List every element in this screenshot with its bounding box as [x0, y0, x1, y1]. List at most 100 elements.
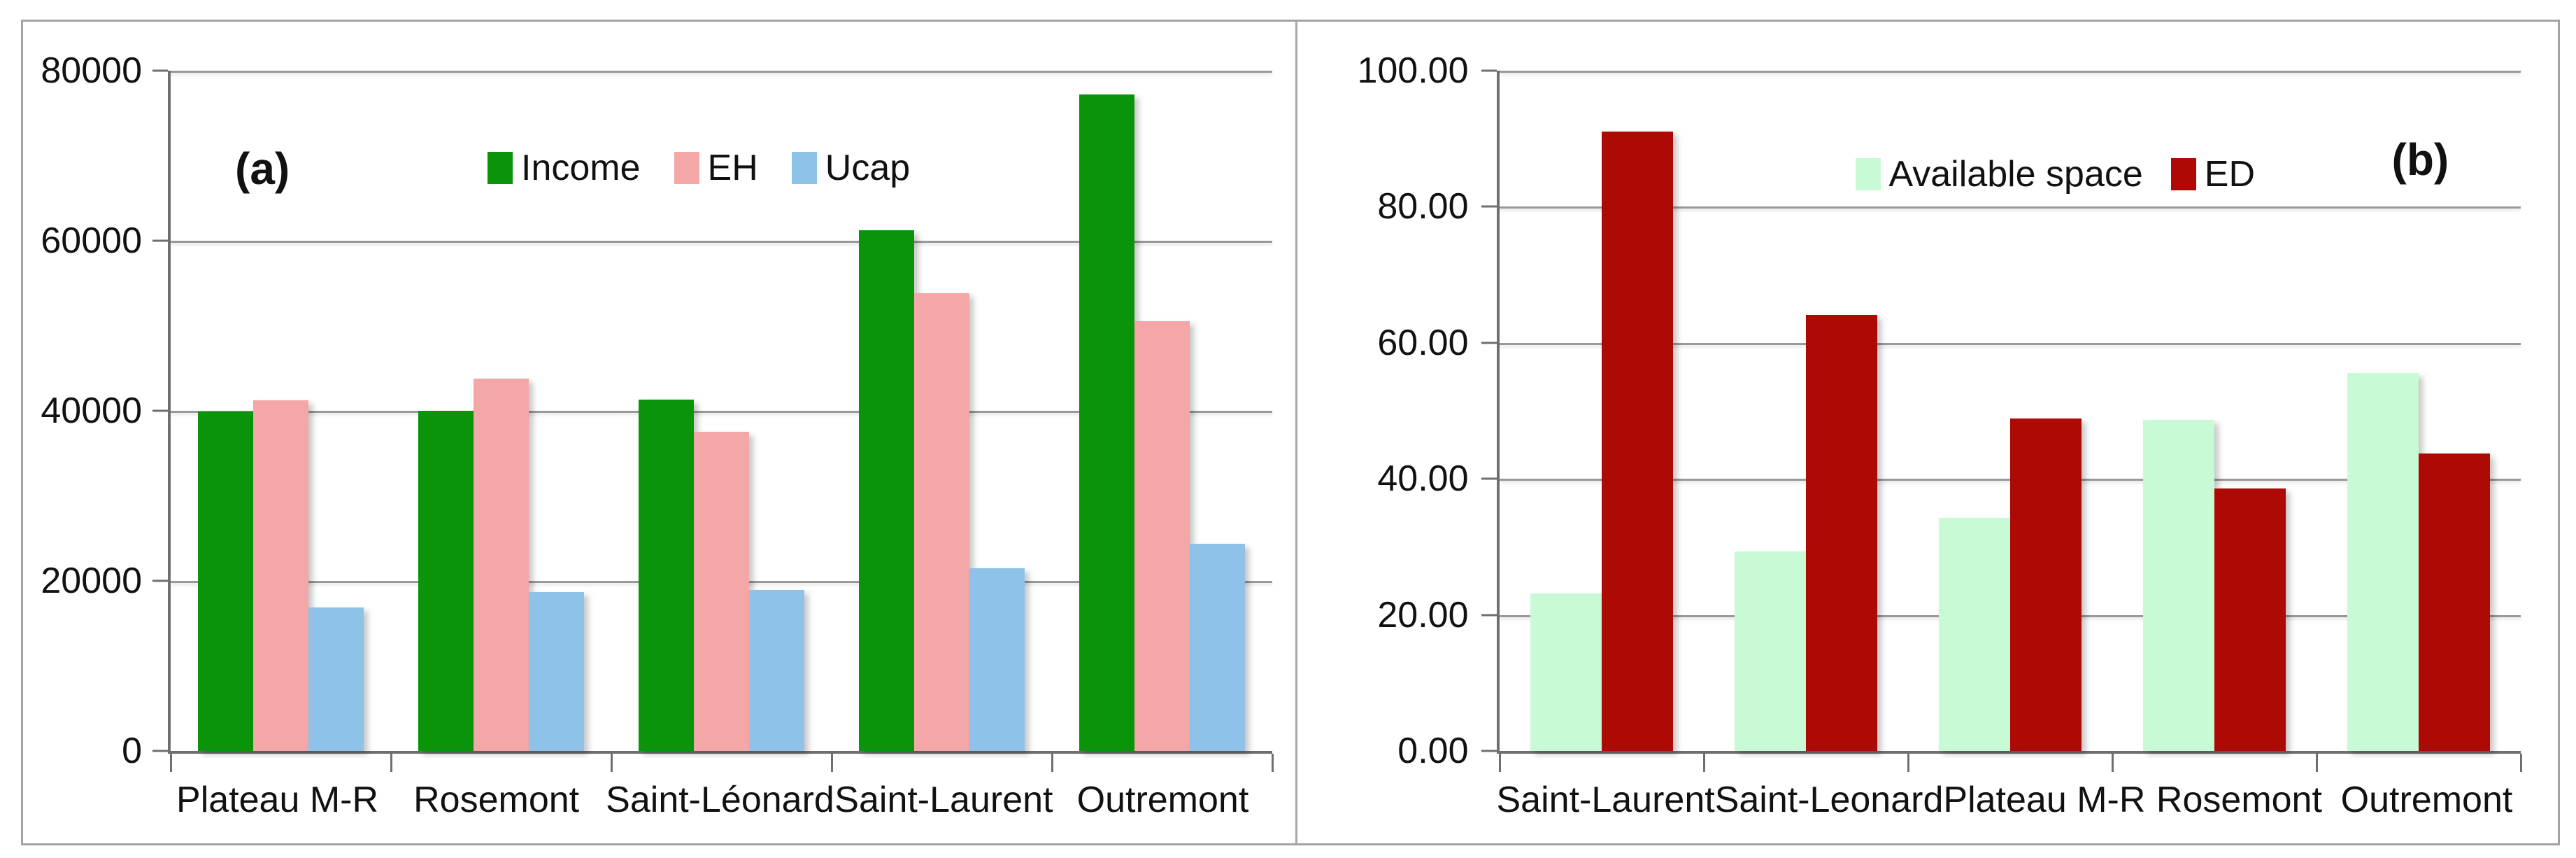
- y-axis-tick: [152, 239, 168, 242]
- bar-group-rosemont: [2112, 71, 2317, 751]
- y-axis-tick-labels-b: 100.00 80.00 60.00 40.00 20.00 0.00: [1350, 22, 1469, 843]
- x-axis-tick: [611, 754, 613, 772]
- category-label-saint-laurent: Saint-Laurent: [834, 780, 1053, 820]
- bar-available-space-plateau-m-r: [1938, 517, 2010, 751]
- y-tick-label: 60000: [41, 220, 142, 261]
- panel-label-a: (a): [235, 143, 290, 194]
- legend-swatch-ed: [2170, 158, 2196, 190]
- bar-group-plateau-m-r: [1908, 71, 2112, 751]
- x-axis-tick: [1907, 754, 1909, 772]
- y-axis-tick: [1481, 69, 1497, 72]
- bar-ed-saint-leonard: [1805, 314, 1877, 751]
- bar-ucap-plateau-m-r: [308, 607, 364, 751]
- y-tick-label: 20000: [41, 561, 142, 601]
- bar-ucap-rosemont: [529, 591, 584, 751]
- chart-panel-a: (a) Income EH Ucap 80000 60000 40000 20000 0 P…: [23, 22, 1297, 843]
- x-axis-tick: [831, 754, 833, 772]
- bar-available-space-rosemont: [2142, 419, 2214, 751]
- gridline: [1499, 206, 2521, 209]
- chart-panel-b: (b) Available space ED 100.00 80.00 60.00 40…: [1297, 22, 2559, 843]
- y-axis-tick: [1481, 342, 1497, 344]
- bar-income-saint-laurent: [859, 230, 914, 751]
- y-axis-tick: [152, 409, 168, 412]
- category-label-saint-l-onard: Saint-Léonard: [606, 780, 834, 820]
- legend-label-eh: EH: [707, 148, 758, 188]
- legend-item-ucap: Ucap: [791, 148, 911, 188]
- legend-item-available-space: Available space: [1855, 154, 2143, 195]
- legend-swatch-eh: [674, 152, 699, 184]
- y-tick-label: 40000: [41, 391, 142, 431]
- x-axis-tick: [1272, 754, 1274, 772]
- bar-eh-rosemont: [474, 378, 529, 751]
- x-axis-category-labels-b: Saint-Laurent Saint-Leonard Plateau M-R Ros…: [1497, 779, 2521, 821]
- category-label-outremont: Outremont: [1076, 780, 1249, 820]
- plot-area-a: [152, 69, 1274, 772]
- category-label-saint-leonard: Saint-Leonard: [1714, 780, 1944, 820]
- category-label-saint-laurent: Saint-Laurent: [1496, 780, 1715, 820]
- legend-label-income: Income: [521, 148, 641, 188]
- x-axis-tick: [390, 754, 392, 772]
- legend-swatch-available-space: [1855, 158, 1881, 190]
- y-axis-tick: [1481, 205, 1497, 208]
- gridline: [171, 411, 1272, 413]
- bar-groups: [171, 71, 1272, 751]
- y-axis-tick: [1481, 477, 1497, 480]
- legend-item-ed: ED: [2170, 155, 2255, 194]
- x-axis-tick: [2111, 754, 2114, 772]
- bar-ucap-saint-laurent: [969, 568, 1025, 751]
- gridline: [1499, 71, 2521, 73]
- bar-eh-outremont: [1134, 321, 1190, 751]
- gridline: [171, 241, 1272, 243]
- bar-group-rosemont: [391, 71, 611, 751]
- legend-swatch-income: [488, 152, 513, 184]
- gridline: [171, 71, 1272, 73]
- y-axis-tick: [152, 579, 168, 582]
- x-axis-tick: [1498, 754, 1501, 772]
- bar-available-space-saint-leonard: [1734, 551, 1806, 751]
- legend-item-income: Income: [488, 148, 641, 188]
- legend-swatch-ucap: [791, 152, 817, 184]
- y-tick-label: 80000: [41, 50, 142, 91]
- bar-group-saint-l-onard: [611, 71, 832, 751]
- bar-ed-outremont: [2418, 453, 2490, 751]
- y-axis-tick: [1481, 614, 1497, 617]
- y-tick-label: 80.00: [1377, 186, 1469, 227]
- x-axis-tick: [1051, 754, 1053, 772]
- y-axis-tick-labels-a: 80000 60000 40000 20000 0: [23, 22, 142, 843]
- x-axis-tick: [2315, 754, 2318, 772]
- bar-group-saint-laurent: [1500, 71, 1704, 751]
- gridline: [1499, 342, 2521, 345]
- bar-eh-plateau-m-r: [253, 400, 308, 751]
- y-axis-tick: [1481, 750, 1497, 752]
- bar-group-saint-laurent: [832, 71, 1052, 751]
- legend-item-eh: EH: [674, 148, 758, 188]
- bar-eh-saint-laurent: [914, 293, 969, 751]
- category-label-outremont: Outremont: [2340, 780, 2513, 820]
- bar-ucap-saint-l-onard: [749, 590, 804, 751]
- bar-ucap-outremont: [1190, 543, 1245, 751]
- x-axis-tick: [2519, 754, 2522, 772]
- bar-income-saint-l-onard: [639, 400, 694, 751]
- bar-groups: [1500, 71, 2521, 751]
- legend-label-ucap: Ucap: [825, 148, 911, 188]
- panel-label-b: (b): [2391, 134, 2449, 185]
- category-label-rosemont: Rosemont: [413, 780, 580, 820]
- y-tick-label: 0: [122, 731, 142, 771]
- bar-group-plateau-m-r: [171, 71, 391, 751]
- y-tick-label: 20.00: [1377, 594, 1469, 635]
- bar-income-plateau-m-r: [198, 412, 253, 751]
- two-panel-bar-chart-figure: (a) Income EH Ucap 80000 60000 40000 20000 0 P…: [21, 20, 2560, 845]
- category-label-plateau-m-r: Plateau M-R: [176, 780, 379, 820]
- bar-eh-saint-l-onard: [694, 432, 749, 751]
- bar-ed-plateau-m-r: [2009, 418, 2082, 751]
- category-label-plateau-m-r: Plateau M-R: [1943, 780, 2146, 820]
- y-axis-tick: [152, 69, 168, 72]
- bar-ed-saint-laurent: [1601, 132, 1673, 751]
- bar-group-saint-leonard: [1704, 71, 1908, 751]
- x-axis-category-labels-a: Plateau M-R Rosemont Saint-Léonard Saint-La…: [168, 779, 1272, 821]
- plot-area-b: [1481, 69, 2522, 772]
- bar-income-rosemont: [418, 411, 474, 751]
- legend-label-available-space: Available space: [1888, 154, 2143, 195]
- x-axis-tick: [1702, 754, 1705, 772]
- bar-group-outremont: [2317, 71, 2521, 751]
